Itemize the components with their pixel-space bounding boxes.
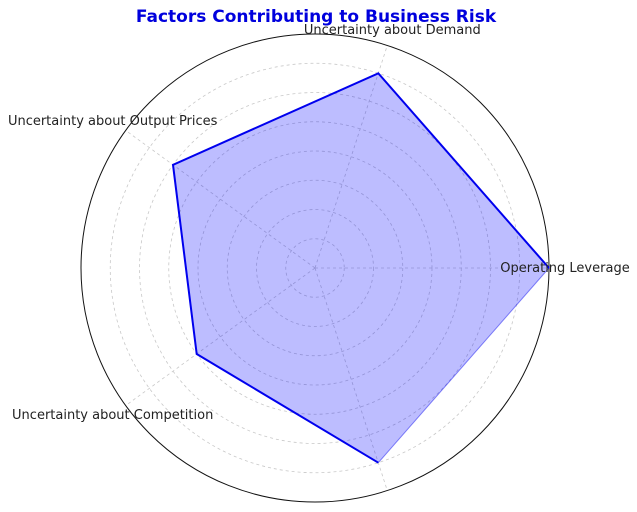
grid-spoke [314, 267, 388, 491]
chart-title: Factors Contributing to Business Risk [136, 7, 497, 27]
series-closing-edge [377, 267, 550, 464]
series-area [173, 73, 549, 463]
axis-labels: Operating Leverage Uncertainty about Dema… [8, 23, 630, 423]
grid-ring [256, 209, 374, 327]
axis-label: Uncertainty about Output Prices [8, 114, 218, 129]
axis-label: Uncertainty about Competition [12, 408, 213, 423]
grid-spoke [125, 130, 316, 269]
grid-spoke [125, 267, 316, 406]
radar-marks [171, 72, 550, 464]
axis-label: Operating Leverage [500, 261, 629, 276]
grid-ring [285, 238, 345, 298]
axis-label: Uncertainty about Demand [304, 23, 481, 38]
grid-spoke [314, 45, 388, 269]
series-line [171, 72, 550, 464]
grid-ring [226, 179, 404, 357]
